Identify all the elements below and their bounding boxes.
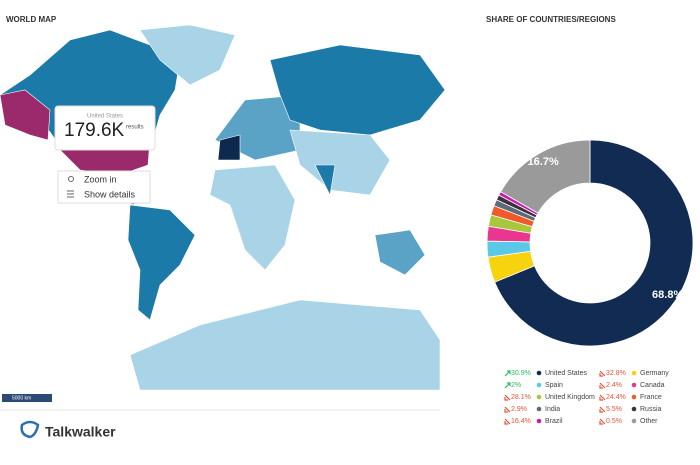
- legend-swatch: [631, 394, 637, 400]
- menu-item[interactable]: Zoom in: [84, 174, 117, 184]
- scale-bar: [2, 394, 52, 402]
- russia: [269, 44, 446, 136]
- change-arrow: [504, 406, 511, 413]
- legend-swatch: [536, 406, 542, 412]
- tooltip-box: [54, 105, 156, 151]
- legend-swatch: [631, 406, 637, 412]
- legend-label: Russia: [640, 406, 662, 413]
- legend-swatch: [631, 382, 637, 388]
- legend-label: Other: [640, 418, 658, 425]
- slice: [494, 139, 694, 347]
- change-arrow: [599, 394, 606, 401]
- change-label: 32.8%: [606, 370, 626, 377]
- legend: 30.9% United States 32.8% Germany 2% Spain 2.4…: [504, 370, 669, 425]
- change-arrow: [599, 418, 606, 425]
- legend-swatch: [631, 370, 637, 376]
- legend-swatch: [536, 418, 542, 424]
- tooltip-unit: results: [126, 125, 144, 131]
- change-arrow: [599, 406, 606, 413]
- slice-label: 16.7%: [528, 156, 559, 168]
- antarctica: [129, 299, 441, 391]
- change-label: 2%: [511, 382, 521, 389]
- scale-label: 5000 km: [12, 395, 31, 401]
- tooltip-country: United States: [87, 114, 123, 120]
- greenland: [139, 24, 236, 86]
- chart-title: SHARE OF COUNTRIES/REGIONS: [486, 15, 616, 24]
- change-arrow: [504, 394, 511, 401]
- slice-label: 68.8%: [652, 289, 683, 301]
- legend-swatch: [631, 418, 637, 424]
- change-label: 5.5%: [606, 406, 622, 413]
- slice: [500, 139, 591, 214]
- legend-swatch: [536, 382, 542, 388]
- tooltip-value: 179.6K: [64, 120, 125, 141]
- panel-title: WORLD MAP: [6, 15, 57, 24]
- change-label: 24.4%: [606, 394, 626, 401]
- australia: [374, 229, 426, 276]
- legend-label: France: [640, 394, 662, 401]
- tooltip: United States 179.6K results: [54, 105, 156, 151]
- legend-label: Spain: [545, 382, 563, 389]
- donut: 68.8% 16.7%: [486, 139, 694, 347]
- legend-swatch: [536, 370, 542, 376]
- legend-label: United States: [545, 370, 588, 377]
- change-label: 30.9%: [511, 370, 531, 377]
- change-label: 2.4%: [606, 382, 622, 389]
- logo: Talkwalker: [45, 424, 116, 440]
- asia: [289, 129, 391, 196]
- change-arrow: [504, 370, 511, 377]
- change-arrow: [504, 418, 511, 425]
- context-menu: Zoom in Show details: [57, 170, 151, 204]
- legend-label: Brazil: [545, 418, 563, 425]
- change-label: 2.9%: [511, 406, 527, 413]
- change-label: 28.1%: [511, 394, 531, 401]
- change-label: 0.5%: [606, 418, 622, 425]
- change-label: 16.4%: [511, 418, 531, 425]
- menu-item[interactable]: Show details: [84, 189, 136, 199]
- legend-swatch: [536, 394, 542, 400]
- africa: [209, 164, 296, 271]
- spain: [217, 134, 241, 161]
- legend-label: Canada: [640, 382, 665, 389]
- menu-box: [57, 170, 151, 204]
- change-arrow: [504, 382, 511, 389]
- zoom-icon: [68, 176, 74, 182]
- legend-label: United Kingdom: [545, 394, 595, 401]
- legend-label: India: [545, 406, 560, 413]
- logo-icon: [20, 420, 40, 439]
- alaska: [0, 89, 51, 141]
- change-arrow: [599, 382, 606, 389]
- legend-label: Germany: [640, 370, 669, 377]
- india: [314, 164, 336, 196]
- south-america: [127, 204, 196, 321]
- details-icon: [67, 190, 74, 198]
- change-arrow: [599, 370, 606, 377]
